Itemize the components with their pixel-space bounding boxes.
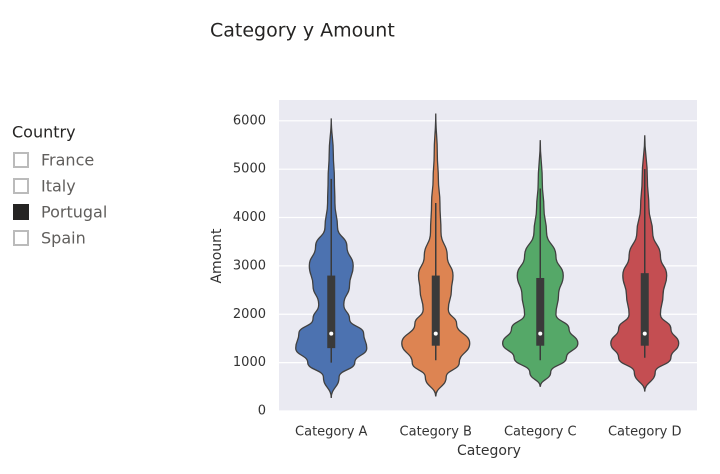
checkbox[interactable] [13, 230, 29, 246]
y-tick-label: 4000 [233, 210, 266, 225]
checkbox[interactable] [13, 178, 29, 194]
box [431, 275, 440, 346]
median [538, 331, 543, 336]
median [329, 331, 334, 336]
y-tick-label: 2000 [233, 307, 266, 322]
y-tick-label: 1000 [233, 355, 266, 370]
slicer-item[interactable]: Italy [41, 177, 76, 196]
x-tick-label: Category D [608, 425, 682, 440]
slicer-item[interactable]: Spain [41, 229, 86, 248]
y-tick-label: 5000 [233, 162, 266, 177]
checkbox[interactable] [13, 152, 29, 168]
y-tick-label: 6000 [233, 113, 266, 128]
x-tick-label: Category B [400, 425, 472, 440]
median [642, 331, 647, 336]
chart-title: Category y Amount [210, 20, 395, 42]
box [536, 277, 545, 346]
median [433, 331, 438, 336]
slicer-item[interactable]: Portugal [41, 203, 107, 222]
box [327, 275, 336, 349]
y-tick-label: 0 [258, 404, 266, 419]
checkbox[interactable] [13, 204, 29, 220]
y-tick-label: 3000 [233, 258, 266, 273]
box [640, 273, 649, 346]
x-tick-label: Category C [504, 425, 577, 440]
slicer-title: Country [12, 123, 76, 142]
x-tick-label: Category A [295, 425, 368, 440]
slicer-item[interactable]: France [41, 151, 94, 170]
x-axis-label: Category [457, 443, 521, 459]
y-axis-label: Amount [209, 228, 225, 284]
